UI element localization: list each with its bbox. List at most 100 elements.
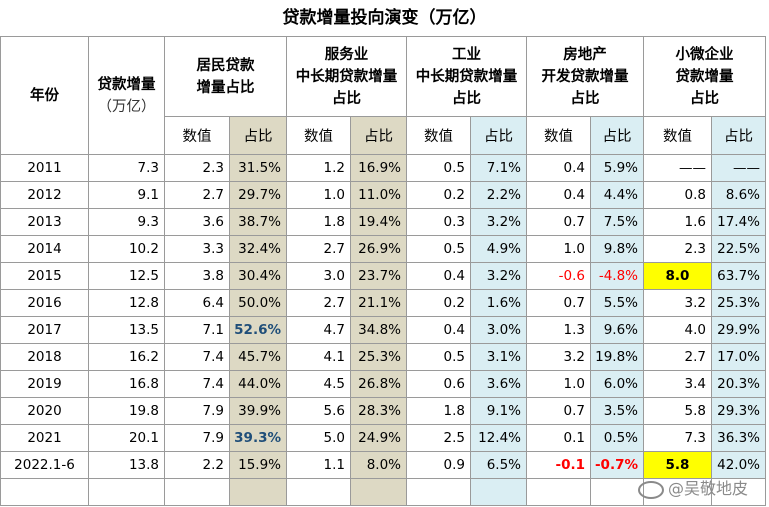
cell-total: 12.5: [88, 262, 165, 290]
cell-year: 2021: [0, 424, 89, 452]
cell-service-value: 4.7: [286, 316, 351, 344]
header-resident-loans: 居民贷款 增量占比: [164, 36, 287, 117]
cell-service-ratio: 34.8%: [350, 316, 407, 344]
cell-service-ratio: 25.3%: [350, 343, 407, 371]
cell-year: 2019: [0, 370, 89, 398]
cell-year: 2011: [0, 154, 89, 182]
cell-industry-ratio: 12.4%: [470, 424, 527, 452]
cell-industry-ratio: 2.2%: [470, 181, 527, 209]
cell-service-ratio: 28.3%: [350, 397, 407, 425]
cell-realestate-ratio: 7.5%: [590, 208, 644, 236]
header-service-loans: 服务业 中长期贷款增量 占比: [286, 36, 407, 117]
cell-industry-value: 0.5: [406, 343, 471, 371]
cell-industry-value: 0.2: [406, 289, 471, 317]
cell-industry-ratio: 3.1%: [470, 343, 527, 371]
cell-year: 2015: [0, 262, 89, 290]
table-row: 2019 16.8 7.4 44.0% 4.5 26.8% 0.6 3.6% 1…: [0, 370, 766, 398]
cell-realestate-ratio: 6.0%: [590, 370, 644, 398]
cell-total: 13.5: [88, 316, 165, 344]
cell-micro-ratio: ——: [711, 154, 766, 182]
cell-year: 2012: [0, 181, 89, 209]
watermark-text: @吴敬地皮: [668, 479, 749, 498]
cell-resident-ratio: 39.9%: [229, 397, 287, 425]
cell-micro-value: 0.8: [643, 181, 712, 209]
cell-industry-value: 1.8: [406, 397, 471, 425]
cell-year: 2022.1-6: [0, 451, 89, 479]
cell-service-ratio: 8.0%: [350, 451, 407, 479]
cell-realestate-value: 0.7: [526, 397, 591, 425]
empty-cell: [286, 478, 351, 506]
cell-realestate-value: 0.7: [526, 208, 591, 236]
cell-micro-value: 5.8: [643, 451, 712, 479]
cell-service-value: 1.8: [286, 208, 351, 236]
cell-industry-ratio: 7.1%: [470, 154, 527, 182]
empty-cell: [164, 478, 230, 506]
cell-service-ratio: 16.9%: [350, 154, 407, 182]
empty-cell: [0, 478, 89, 506]
cell-service-ratio: 23.7%: [350, 262, 407, 290]
cell-resident-value: 3.3: [164, 235, 230, 263]
cell-service-value: 1.2: [286, 154, 351, 182]
header-realestate-loans: 房地产 开发贷款增量 占比: [526, 36, 644, 117]
loan-allocation-table: 年份 贷款增量 （万亿） 居民贷款 增量占比 服务业 中长期贷款增量 占比 工业…: [0, 36, 766, 506]
cell-realestate-value: 1.3: [526, 316, 591, 344]
cell-total: 16.8: [88, 370, 165, 398]
table-row: 2021 20.1 7.9 39.3% 5.0 24.9% 2.5 12.4% …: [0, 424, 766, 452]
subheader-service-value: 数值: [286, 116, 351, 155]
subheader-micro-value: 数值: [643, 116, 712, 155]
cell-industry-value: 0.3: [406, 208, 471, 236]
cell-resident-value: 3.8: [164, 262, 230, 290]
cell-industry-value: 0.9: [406, 451, 471, 479]
subheader-micro-ratio: 占比: [711, 116, 766, 155]
subheader-realestate-value: 数值: [526, 116, 591, 155]
cell-resident-value: 6.4: [164, 289, 230, 317]
cell-total: 19.8: [88, 397, 165, 425]
header-micro-loans: 小微企业 贷款增量 占比: [643, 36, 766, 117]
cell-realestate-value: -0.1: [526, 451, 591, 479]
cell-industry-ratio: 3.0%: [470, 316, 527, 344]
cell-resident-ratio: 32.4%: [229, 235, 287, 263]
cell-total: 9.1: [88, 181, 165, 209]
cell-industry-value: 2.5: [406, 424, 471, 452]
cell-micro-ratio: 42.0%: [711, 451, 766, 479]
cell-realestate-value: 1.0: [526, 235, 591, 263]
cell-service-value: 1.0: [286, 181, 351, 209]
empty-cell: [350, 478, 407, 506]
cell-total: 7.3: [88, 154, 165, 182]
empty-cell: [470, 478, 527, 506]
cell-realestate-ratio: 0.5%: [590, 424, 644, 452]
cell-total: 20.1: [88, 424, 165, 452]
cell-micro-ratio: 17.0%: [711, 343, 766, 371]
cell-total: 10.2: [88, 235, 165, 263]
cell-realestate-value: 0.1: [526, 424, 591, 452]
cell-micro-ratio: 22.5%: [711, 235, 766, 263]
cell-micro-ratio: 63.7%: [711, 262, 766, 290]
cell-resident-value: 7.4: [164, 370, 230, 398]
cell-total: 12.8: [88, 289, 165, 317]
table-row: 2014 10.2 3.3 32.4% 2.7 26.9% 0.5 4.9% 1…: [0, 235, 766, 263]
subheader-realestate-ratio: 占比: [590, 116, 644, 155]
cell-micro-value: 2.7: [643, 343, 712, 371]
cell-resident-ratio: 15.9%: [229, 451, 287, 479]
header-industry-loans: 工业 中长期贷款增量 占比: [406, 36, 527, 117]
cell-resident-ratio: 31.5%: [229, 154, 287, 182]
cell-industry-ratio: 9.1%: [470, 397, 527, 425]
cell-realestate-ratio: -4.8%: [590, 262, 644, 290]
cell-micro-ratio: 29.3%: [711, 397, 766, 425]
cell-micro-value: 8.0: [643, 262, 712, 290]
cell-resident-ratio: 45.7%: [229, 343, 287, 371]
subheader-resident-value: 数值: [164, 116, 230, 155]
cell-micro-value: 7.3: [643, 424, 712, 452]
cell-service-value: 2.7: [286, 289, 351, 317]
cell-realestate-value: 0.4: [526, 154, 591, 182]
cell-resident-value: 3.6: [164, 208, 230, 236]
table-row: 2016 12.8 6.4 50.0% 2.7 21.1% 0.2 1.6% 0…: [0, 289, 766, 317]
cell-micro-value: 2.3: [643, 235, 712, 263]
cell-total: 13.8: [88, 451, 165, 479]
cell-micro-ratio: 8.6%: [711, 181, 766, 209]
cell-resident-value: 2.2: [164, 451, 230, 479]
cell-micro-ratio: 25.3%: [711, 289, 766, 317]
cell-industry-ratio: 6.5%: [470, 451, 527, 479]
cell-industry-value: 0.4: [406, 262, 471, 290]
cell-realestate-ratio: 9.8%: [590, 235, 644, 263]
